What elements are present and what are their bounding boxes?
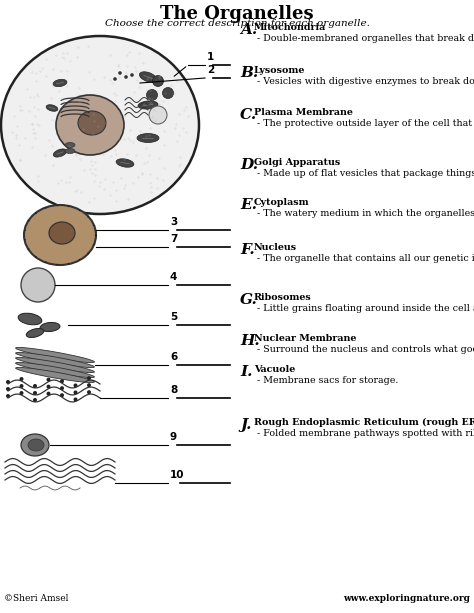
Text: G.: G. bbox=[240, 293, 258, 307]
Circle shape bbox=[46, 384, 51, 389]
Text: D.: D. bbox=[240, 158, 258, 172]
Ellipse shape bbox=[65, 142, 75, 148]
Text: Plasma Membrane: Plasma Membrane bbox=[254, 108, 353, 117]
Text: 9: 9 bbox=[170, 432, 177, 442]
Circle shape bbox=[87, 383, 91, 387]
Ellipse shape bbox=[78, 111, 106, 135]
Ellipse shape bbox=[26, 329, 44, 338]
Text: F.: F. bbox=[240, 243, 255, 257]
Ellipse shape bbox=[49, 222, 75, 244]
Ellipse shape bbox=[1, 36, 199, 214]
Ellipse shape bbox=[40, 322, 60, 332]
Text: Mitochondria: Mitochondria bbox=[254, 23, 326, 32]
Ellipse shape bbox=[16, 367, 94, 383]
Text: 3: 3 bbox=[170, 217, 177, 227]
Circle shape bbox=[87, 376, 91, 380]
Circle shape bbox=[73, 384, 78, 387]
Ellipse shape bbox=[116, 159, 134, 167]
Text: Cytoplasm: Cytoplasm bbox=[254, 198, 310, 207]
Ellipse shape bbox=[16, 362, 94, 378]
Circle shape bbox=[19, 377, 24, 381]
Text: Rough Endoplasmic Reticulum (rough ER): Rough Endoplasmic Reticulum (rough ER) bbox=[254, 418, 474, 427]
Circle shape bbox=[33, 398, 37, 402]
Ellipse shape bbox=[28, 439, 44, 451]
Circle shape bbox=[60, 393, 64, 397]
Circle shape bbox=[146, 89, 157, 101]
Ellipse shape bbox=[139, 72, 156, 82]
Text: ©Sheri Amsel: ©Sheri Amsel bbox=[4, 594, 68, 603]
Text: - The watery medium in which the organelles floats inside the cell.: - The watery medium in which the organel… bbox=[254, 209, 474, 218]
Text: - Little grains floating around inside the cell and on the rough ER where protei: - Little grains floating around inside t… bbox=[254, 304, 474, 313]
Text: - Folded membrane pathways spotted with ribo-somes and making new membranes as n: - Folded membrane pathways spotted with … bbox=[254, 429, 474, 438]
Text: Ribosomes: Ribosomes bbox=[254, 293, 312, 302]
Circle shape bbox=[87, 390, 91, 394]
Text: 4: 4 bbox=[170, 272, 177, 282]
Circle shape bbox=[6, 387, 10, 391]
Ellipse shape bbox=[24, 205, 96, 265]
Circle shape bbox=[113, 77, 117, 81]
Text: 2: 2 bbox=[207, 65, 214, 75]
Circle shape bbox=[153, 75, 164, 86]
Ellipse shape bbox=[21, 434, 49, 456]
Circle shape bbox=[60, 386, 64, 390]
Ellipse shape bbox=[16, 357, 94, 373]
Circle shape bbox=[73, 397, 78, 402]
Circle shape bbox=[60, 379, 64, 383]
Circle shape bbox=[21, 268, 55, 302]
Ellipse shape bbox=[137, 134, 159, 142]
Ellipse shape bbox=[56, 95, 124, 155]
Circle shape bbox=[124, 75, 128, 79]
Text: Lysosome: Lysosome bbox=[254, 66, 305, 75]
Circle shape bbox=[46, 392, 51, 395]
Text: H.: H. bbox=[240, 334, 260, 348]
Text: E.: E. bbox=[240, 198, 257, 212]
Circle shape bbox=[19, 391, 24, 395]
Text: - Surround the nucleus and controls what goes in and out.: - Surround the nucleus and controls what… bbox=[254, 345, 474, 354]
Circle shape bbox=[33, 391, 37, 395]
Text: 6: 6 bbox=[170, 352, 177, 362]
Circle shape bbox=[130, 73, 134, 77]
Text: - Made up of flat vesicles that package things to leave the cell – like hormones: - Made up of flat vesicles that package … bbox=[254, 169, 474, 178]
Text: 7: 7 bbox=[170, 234, 177, 244]
Ellipse shape bbox=[18, 313, 42, 325]
Text: Nuclear Membrane: Nuclear Membrane bbox=[254, 334, 356, 343]
Ellipse shape bbox=[16, 352, 94, 368]
Text: C.: C. bbox=[240, 108, 257, 122]
Circle shape bbox=[33, 384, 37, 388]
Ellipse shape bbox=[16, 348, 94, 362]
Ellipse shape bbox=[65, 148, 75, 153]
Text: J.: J. bbox=[240, 418, 251, 432]
Text: Golgi Apparatus: Golgi Apparatus bbox=[254, 158, 340, 167]
Text: 8: 8 bbox=[170, 385, 177, 395]
Text: - Vesicles with digestive enzymes to break down waste and bacteria.: - Vesicles with digestive enzymes to bre… bbox=[254, 77, 474, 86]
Circle shape bbox=[73, 390, 78, 394]
Text: - Double-membraned organelles that break down sugar to make ATP to be used as en: - Double-membraned organelles that break… bbox=[254, 34, 474, 43]
Ellipse shape bbox=[53, 79, 67, 86]
Text: B.: B. bbox=[240, 66, 258, 80]
Text: The Organelles: The Organelles bbox=[160, 5, 314, 23]
Circle shape bbox=[163, 88, 173, 99]
Text: - Membrane sacs for storage.: - Membrane sacs for storage. bbox=[254, 376, 398, 385]
Text: I.: I. bbox=[240, 365, 252, 379]
Text: Nucleus: Nucleus bbox=[254, 243, 297, 252]
Text: - The protective outside layer of the cell that lets some things in and keeps ot: - The protective outside layer of the ce… bbox=[254, 119, 474, 128]
Circle shape bbox=[46, 378, 51, 382]
Text: Vacuole: Vacuole bbox=[254, 365, 295, 374]
Ellipse shape bbox=[46, 105, 58, 112]
Text: 10: 10 bbox=[170, 470, 184, 480]
Circle shape bbox=[19, 384, 24, 388]
Circle shape bbox=[118, 71, 122, 75]
Ellipse shape bbox=[138, 101, 158, 109]
Text: Choose the correct description for each organelle.: Choose the correct description for each … bbox=[105, 19, 369, 28]
Text: - The organelle that contains all our genetic information on 23 pairs of chromos: - The organelle that contains all our ge… bbox=[254, 254, 474, 263]
Text: 1: 1 bbox=[207, 52, 214, 62]
Ellipse shape bbox=[53, 149, 67, 157]
Text: A.: A. bbox=[240, 23, 257, 37]
Circle shape bbox=[6, 394, 10, 398]
Text: www.exploringnature.org: www.exploringnature.org bbox=[343, 594, 470, 603]
Circle shape bbox=[149, 106, 167, 124]
Text: 5: 5 bbox=[170, 312, 177, 322]
Circle shape bbox=[6, 380, 10, 384]
